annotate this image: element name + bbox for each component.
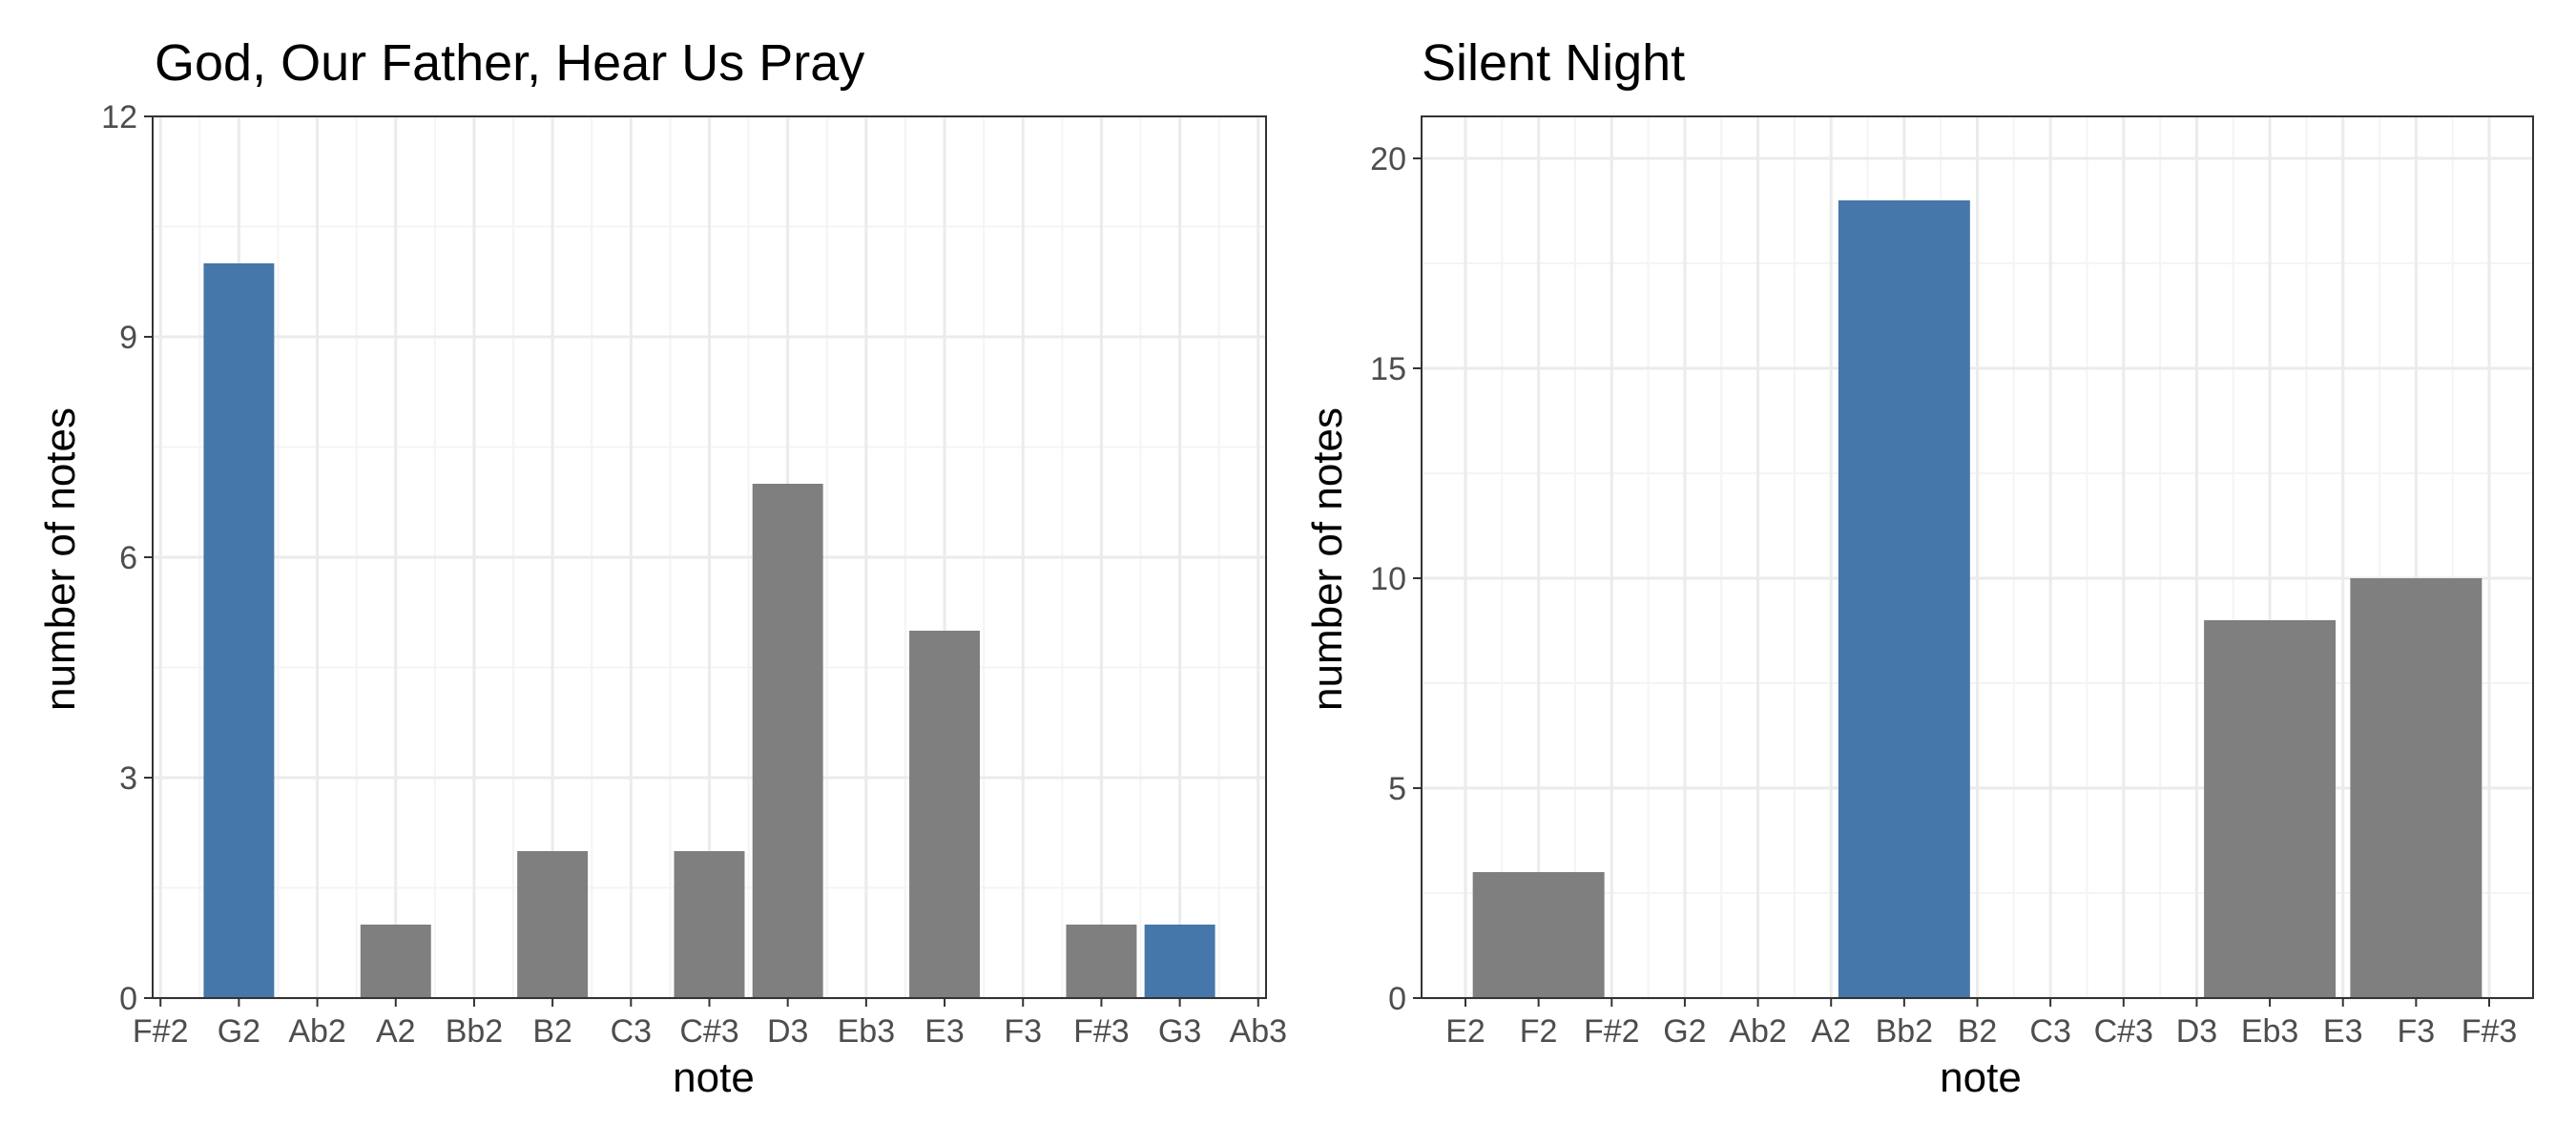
x-tick-label: F#2 xyxy=(133,1013,189,1050)
y-tick-label: 5 xyxy=(1388,771,1406,807)
y-tick-label: 12 xyxy=(101,99,137,135)
x-tick-label: Ab3 xyxy=(1230,1013,1288,1050)
x-tick-label: F2 xyxy=(1520,1013,1558,1050)
x-tick-label: Bb2 xyxy=(446,1013,504,1050)
y-tick-label: 15 xyxy=(1370,351,1406,387)
x-tick-label: B2 xyxy=(532,1013,572,1050)
bar-Bb2 xyxy=(1838,200,1970,998)
x-tick-label: Eb3 xyxy=(2241,1013,2299,1050)
x-tick-label: G3 xyxy=(1158,1013,1201,1050)
chart-god-our-father: God, Our Father, Hear Us Pray note numbe… xyxy=(37,34,1287,1101)
bar-F2 xyxy=(1472,872,1605,998)
x-tick-label: E3 xyxy=(2323,1013,2363,1050)
x-tick-label: E3 xyxy=(924,1013,965,1050)
x-tick-label: D3 xyxy=(767,1013,808,1050)
bars xyxy=(203,263,1215,998)
x-tick-label: F3 xyxy=(1004,1013,1042,1050)
x-tick-label: A2 xyxy=(1811,1013,1851,1050)
x-tick-label: Ab2 xyxy=(288,1013,346,1050)
x-tick-label: C3 xyxy=(611,1013,652,1050)
y-axis-title: number of notes xyxy=(1304,407,1351,711)
x-tick-label: F#3 xyxy=(1073,1013,1130,1050)
bar-F#3 xyxy=(1066,925,1137,998)
bars xyxy=(1472,200,2483,998)
y-tick-label: 20 xyxy=(1370,141,1406,177)
x-tick-label: G2 xyxy=(1663,1013,1706,1050)
x-tick-label: E2 xyxy=(1445,1013,1485,1050)
bar-E3 xyxy=(909,631,981,998)
x-axis-title: note xyxy=(673,1054,755,1101)
y-tick-label: 10 xyxy=(1370,561,1406,597)
x-tick-label: Eb3 xyxy=(838,1013,896,1050)
x-tick-label: C#3 xyxy=(679,1013,738,1050)
chart-title: God, Our Father, Hear Us Pray xyxy=(155,34,864,92)
y-tick-label: 6 xyxy=(119,540,137,576)
y-tick-label: 9 xyxy=(119,320,137,356)
bar-B2 xyxy=(517,851,589,998)
bar-Eb3 xyxy=(2204,620,2337,998)
bar-D3 xyxy=(752,484,823,998)
y-tick-label: 3 xyxy=(119,760,137,797)
bar-G2 xyxy=(203,263,275,998)
grid xyxy=(1422,116,2533,1000)
bar-G3 xyxy=(1144,925,1215,998)
bar-C#3 xyxy=(674,851,745,998)
x-tick-label: C3 xyxy=(2029,1013,2070,1050)
chart-title: Silent Night xyxy=(1422,34,1685,92)
x-tick-label: A2 xyxy=(376,1013,416,1050)
x-tick-label: D3 xyxy=(2176,1013,2217,1050)
x-tick-label: C#3 xyxy=(2094,1013,2153,1050)
y-tick-label: 0 xyxy=(1388,981,1406,1017)
bar-F3 xyxy=(2350,578,2483,998)
x-tick-label: F3 xyxy=(2398,1013,2436,1050)
bar-A2 xyxy=(360,925,431,998)
x-tick-label: F#2 xyxy=(1584,1013,1640,1050)
y-axis-title: number of notes xyxy=(37,407,84,711)
x-tick-label: Bb2 xyxy=(1876,1013,1934,1050)
y-tick-label: 0 xyxy=(119,981,137,1017)
x-tick-label: F#3 xyxy=(2462,1013,2518,1050)
x-axis-title: note xyxy=(1940,1054,2022,1101)
x-tick-label: G2 xyxy=(218,1013,260,1050)
chart-silent-night: Silent Night note number of notes 0 5 10 15… xyxy=(1304,34,2534,1101)
x-tick-label: B2 xyxy=(1958,1013,1998,1050)
x-tick-label: Ab2 xyxy=(1729,1013,1787,1050)
